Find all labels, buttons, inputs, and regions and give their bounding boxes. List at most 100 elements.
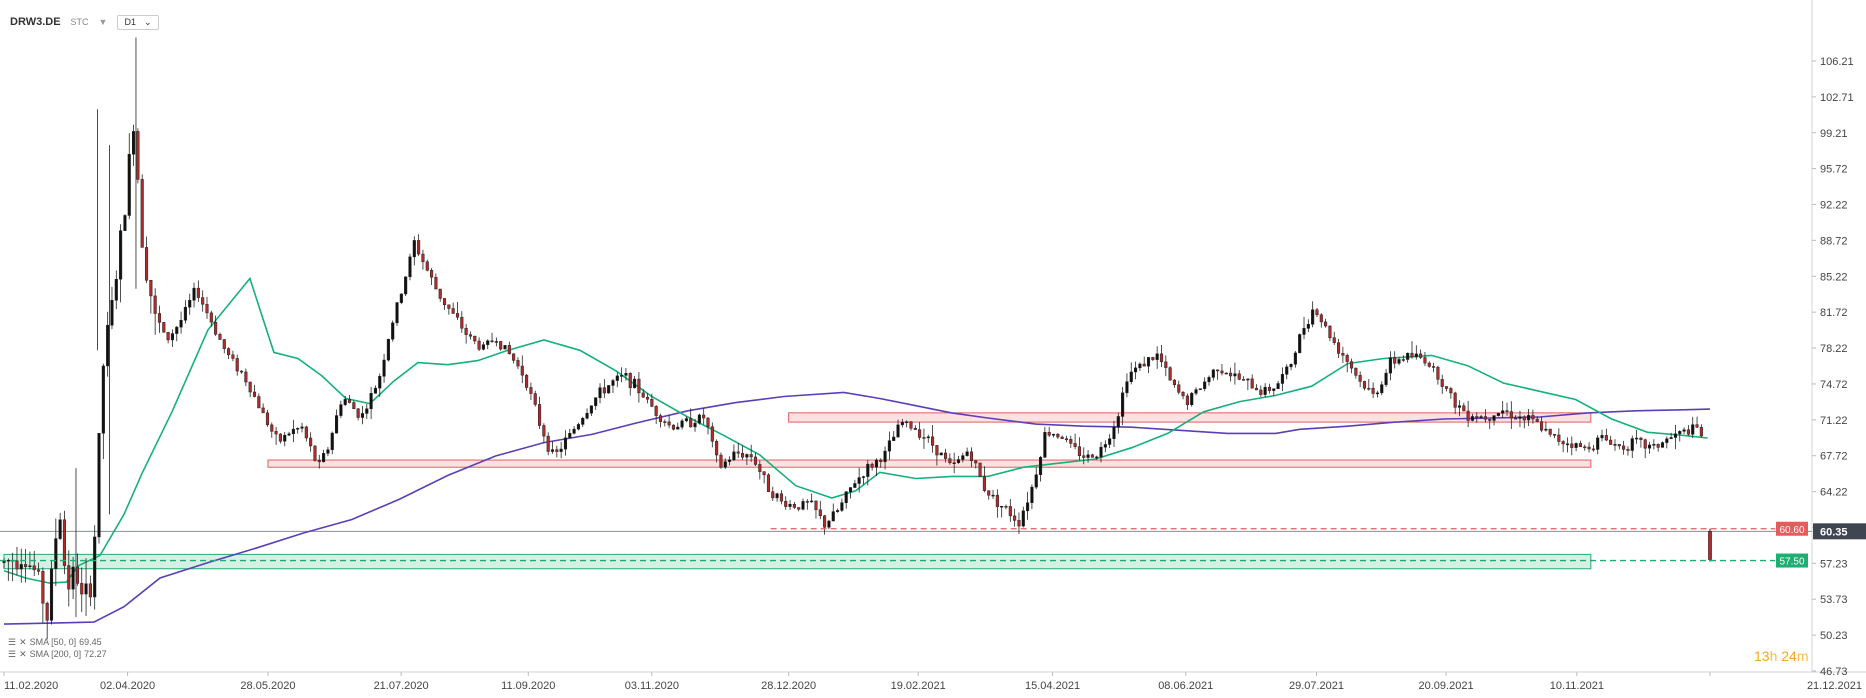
candle-up: [1112, 426, 1116, 439]
close-icon[interactable]: ✕: [19, 649, 27, 659]
legend-row-sma50[interactable]: ☰ ✕ SMA [50, 0] 69.45: [8, 636, 107, 648]
chevron-down-icon[interactable]: ▼: [98, 17, 108, 27]
candle-up: [827, 520, 831, 528]
candle-up: [6, 559, 10, 562]
candle-up: [1306, 324, 1310, 329]
candle-up: [1103, 444, 1107, 448]
candle-down: [149, 279, 153, 297]
support-level-badge[interactable]: [1776, 553, 1808, 568]
price-zones[interactable]: [3, 412, 1592, 570]
candle-down: [771, 491, 775, 499]
candle-up: [93, 536, 97, 598]
candle-down: [1216, 369, 1220, 372]
candle-up: [1635, 437, 1639, 440]
candle-up: [296, 427, 300, 430]
time-tick-label: 28.12.2020: [761, 680, 816, 692]
candle-up: [19, 564, 23, 570]
candle-up: [49, 568, 54, 621]
candle-down: [1570, 443, 1574, 448]
bar-countdown: 13h 24m: [1754, 648, 1809, 664]
resistance-zone[interactable]: [788, 412, 1592, 423]
sma200-path: [3, 391, 1711, 625]
candle-down: [1367, 387, 1371, 390]
close-icon[interactable]: ✕: [19, 637, 27, 647]
legend-row-sma200[interactable]: ☰ ✕ SMA [200, 0] 72.27: [8, 648, 107, 660]
candle-down: [943, 452, 948, 459]
candle-up: [1388, 357, 1392, 374]
candle-up: [503, 345, 507, 350]
price-tick-label: 81.72: [1820, 307, 1848, 319]
candle-down: [209, 312, 213, 323]
time-tick-label: 02.04.2020: [100, 680, 155, 692]
candle-down: [421, 253, 425, 263]
candle-up: [1375, 392, 1379, 395]
candle-up: [1198, 388, 1202, 390]
price-tick-label: 67.72: [1820, 451, 1848, 463]
candle-down: [205, 304, 209, 314]
candle-up: [1678, 431, 1682, 435]
candle-up: [369, 393, 373, 409]
candle-down: [779, 493, 783, 502]
candle-down: [805, 501, 809, 503]
symbol-label[interactable]: DRW3.DE: [10, 16, 61, 28]
candle-down: [1548, 428, 1552, 435]
candle-up: [693, 422, 697, 428]
candle-up: [2, 560, 6, 563]
candle-down: [309, 437, 313, 447]
candle-up: [1492, 415, 1496, 421]
candle-down: [987, 490, 991, 496]
resistance-level-badge[interactable]: [1776, 521, 1808, 536]
candle-up: [28, 565, 32, 567]
legend-value: 72.27: [84, 649, 107, 659]
candle-up: [1138, 363, 1142, 369]
candle-down: [533, 393, 537, 405]
candle-down: [464, 327, 468, 335]
candle-down: [1177, 384, 1181, 393]
candle-down: [252, 391, 257, 397]
menu-icon[interactable]: ☰: [8, 637, 17, 647]
candle-down: [144, 247, 149, 281]
sma50-line: [3, 276, 1708, 584]
candle-down: [425, 261, 429, 271]
timeframe-selector[interactable]: D1 ⌄: [117, 14, 159, 30]
candle-down: [520, 365, 524, 376]
candle-down: [512, 353, 516, 361]
candle-up: [1527, 415, 1531, 421]
candle-up: [1384, 372, 1388, 385]
candle-down: [758, 464, 762, 472]
candle-up: [481, 344, 485, 350]
candle-down: [88, 583, 92, 598]
candle-down: [1622, 445, 1626, 450]
candle-up: [486, 340, 490, 345]
candle-down: [438, 288, 442, 299]
candle-down: [818, 509, 822, 517]
support-zone[interactable]: [3, 553, 1592, 570]
candle-down: [1069, 439, 1073, 444]
candle-down: [140, 179, 144, 248]
price-axis[interactable]: 106.21 102.71 99.21 95.72 92.22 88.72 85.22 81.…: [1812, 56, 1866, 678]
candle-up: [801, 501, 805, 510]
alert-levels[interactable]: 60.60 57.50: [0, 521, 1808, 568]
candle-down: [948, 458, 952, 464]
candle-up: [391, 322, 395, 340]
candle-up: [1289, 363, 1293, 368]
candle-down: [473, 335, 477, 342]
candle-up: [853, 483, 857, 488]
last-price-badge[interactable]: [1813, 523, 1866, 540]
candle-down: [1185, 395, 1189, 406]
time-axis[interactable]: 11.02.2020 02.04.2020 28.05.2020 21.07.2020…: [3, 672, 1862, 692]
candle-down: [766, 474, 771, 492]
candle-up: [896, 424, 900, 438]
candle-up: [322, 453, 326, 463]
resistance-zone[interactable]: [267, 459, 1592, 468]
menu-icon[interactable]: ☰: [8, 649, 17, 659]
candle-up: [1406, 352, 1410, 360]
candle-up: [1613, 444, 1617, 446]
candle-up: [1134, 367, 1138, 373]
exchange-label: STC: [70, 17, 89, 27]
candle-down: [1427, 362, 1431, 367]
candle-up: [563, 437, 568, 450]
candle-down: [1436, 366, 1440, 380]
